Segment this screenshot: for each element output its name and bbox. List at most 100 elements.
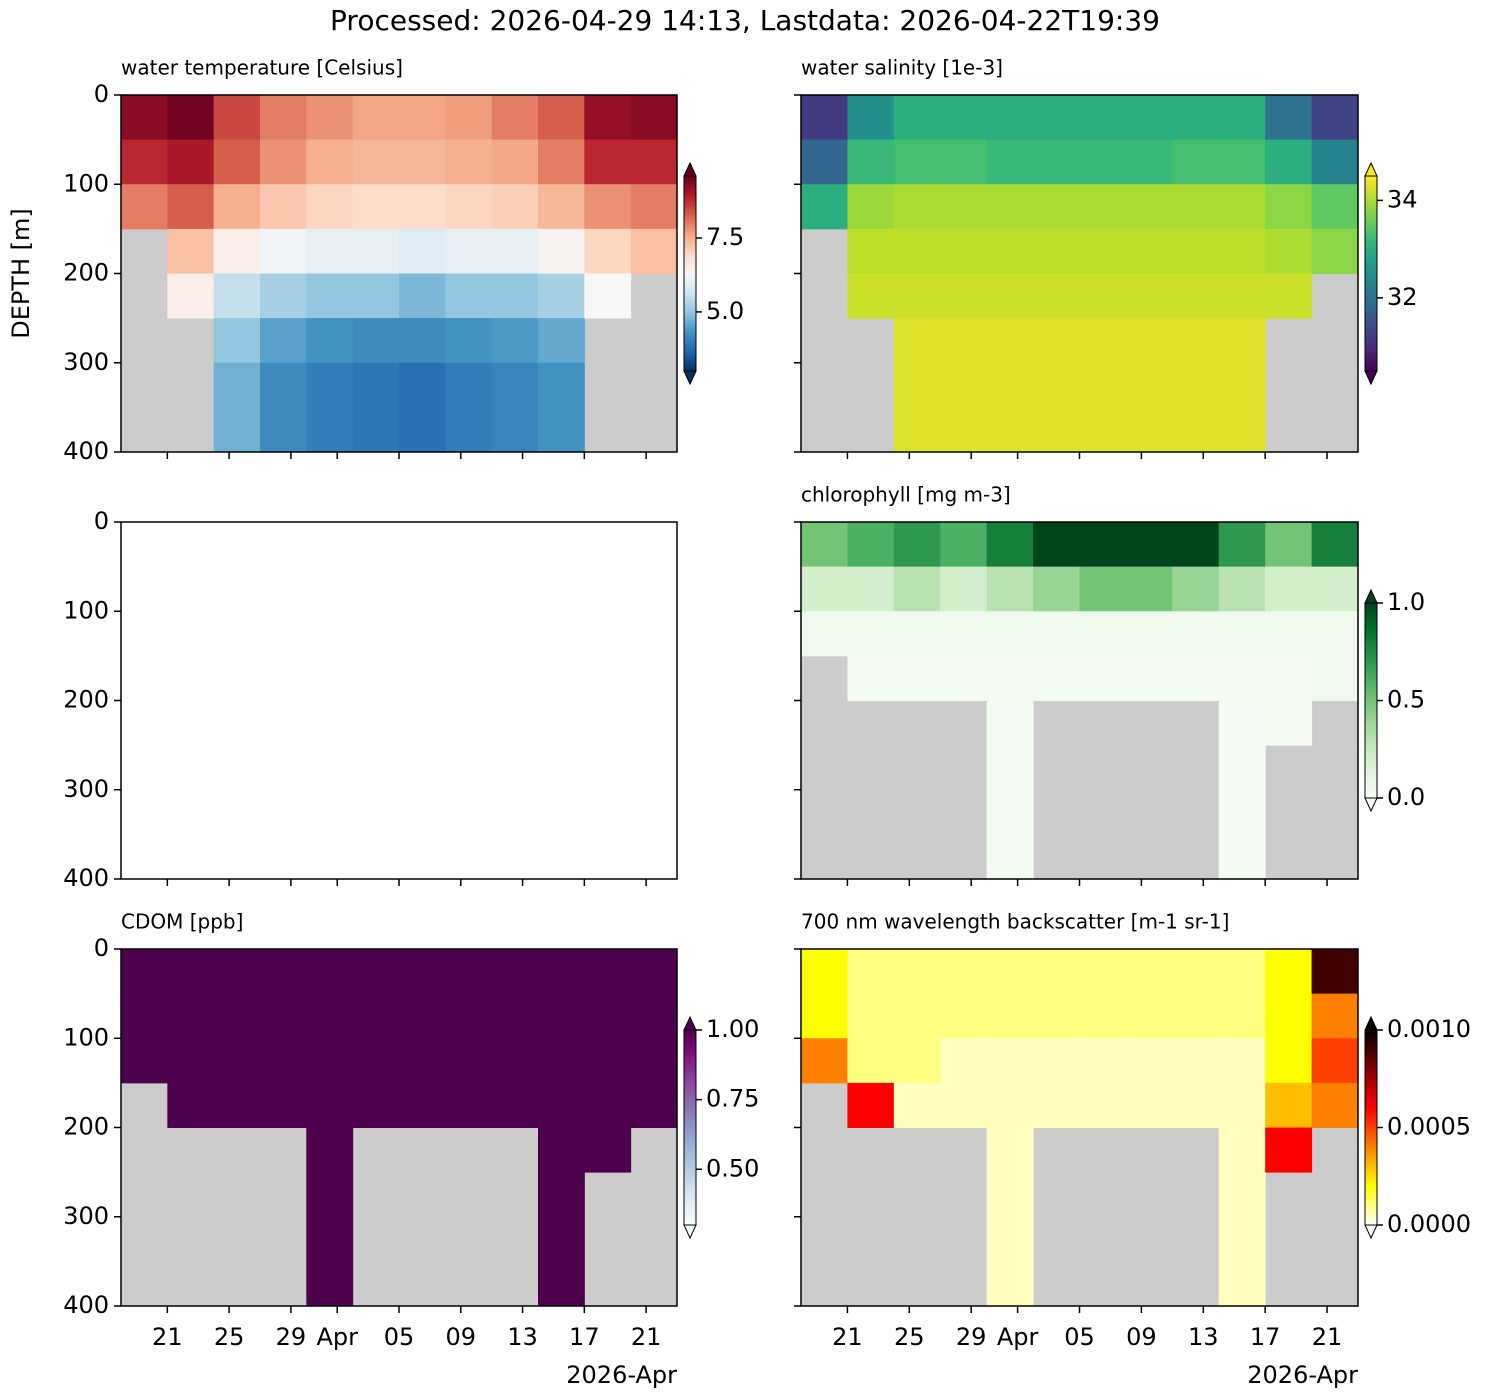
heatmap-cell bbox=[1265, 184, 1313, 230]
heatmap-cell bbox=[1125, 993, 1173, 1039]
colorbar-extend-min bbox=[1364, 797, 1378, 813]
heatmap-cell bbox=[491, 993, 539, 1039]
heatmap-cell bbox=[352, 95, 400, 141]
heatmap-cell bbox=[847, 139, 895, 185]
heatmap-cell bbox=[121, 184, 168, 230]
axes-frame bbox=[120, 521, 678, 880]
x-tick-label: 25 bbox=[894, 1323, 925, 1351]
heatmap-cell bbox=[630, 1082, 678, 1128]
heatmap-cell bbox=[167, 184, 215, 230]
heatmap-cell bbox=[847, 611, 895, 657]
heatmap-cell bbox=[306, 993, 354, 1039]
y-tick-label: 0 bbox=[94, 507, 109, 535]
heatmap-cell bbox=[538, 1082, 585, 1128]
heatmap-cell bbox=[260, 949, 307, 995]
heatmap-cell bbox=[306, 1216, 354, 1307]
heatmap-cell bbox=[847, 655, 895, 701]
heatmap-cell bbox=[1265, 1038, 1313, 1084]
heatmap-cell bbox=[399, 273, 446, 319]
heatmap-cell bbox=[1172, 139, 1220, 185]
heatmap-cell bbox=[630, 1038, 678, 1084]
heatmap-cell bbox=[986, 184, 1034, 230]
x-tick-label: Apr bbox=[316, 1323, 358, 1351]
colorbar-tick-label: 1.00 bbox=[706, 1015, 759, 1043]
heatmap-cell bbox=[491, 1082, 539, 1128]
panel-title: chlorophyll [mg m-3] bbox=[801, 483, 1011, 507]
heatmap-cell bbox=[213, 184, 261, 230]
heatmap-cell bbox=[1172, 228, 1220, 274]
heatmap-cell bbox=[940, 949, 988, 995]
heatmap-cell bbox=[893, 1082, 941, 1128]
heatmap-cell bbox=[538, 1172, 585, 1218]
heatmap-cell bbox=[1125, 1082, 1173, 1128]
heatmap-cell bbox=[1172, 95, 1220, 141]
heatmap-cell bbox=[986, 700, 1034, 746]
heatmap-cell bbox=[1172, 362, 1220, 453]
heatmap-cell bbox=[893, 655, 941, 701]
heatmap-cell bbox=[213, 318, 261, 364]
heatmap-cell bbox=[940, 139, 988, 185]
heatmap-cell bbox=[1125, 362, 1173, 453]
heatmap-cell bbox=[1311, 993, 1359, 1039]
heatmap-cell bbox=[352, 362, 400, 453]
heatmap-cell bbox=[986, 1082, 1034, 1128]
heatmap-cell bbox=[986, 611, 1034, 657]
heatmap-cell bbox=[399, 318, 446, 364]
colorbar-extend-max bbox=[683, 1015, 697, 1031]
heatmap-cell bbox=[801, 611, 848, 657]
heatmap-cell bbox=[445, 228, 493, 274]
heatmap-cell bbox=[399, 228, 446, 274]
heatmap-cell bbox=[538, 362, 585, 453]
y-tick-label: 300 bbox=[63, 348, 109, 376]
heatmap-cell bbox=[584, 95, 632, 141]
y-tick-label: 400 bbox=[63, 437, 109, 465]
colorbar-extend-min bbox=[1364, 370, 1378, 386]
heatmap-cell bbox=[306, 273, 354, 319]
colorbar-extend-min bbox=[683, 1224, 697, 1240]
heatmap-cell bbox=[538, 949, 585, 995]
y-tick-label: 300 bbox=[63, 775, 109, 803]
heatmap-cell bbox=[1218, 993, 1266, 1039]
heatmap-cell bbox=[1033, 318, 1080, 364]
colorbar bbox=[1365, 1030, 1377, 1225]
heatmap-cell bbox=[538, 1038, 585, 1084]
x-tick-label: 13 bbox=[507, 1323, 538, 1351]
heatmap-cell bbox=[940, 95, 988, 141]
heatmap-cell bbox=[893, 566, 941, 612]
heatmap-cell bbox=[1079, 184, 1127, 230]
heatmap-cell bbox=[1079, 993, 1127, 1039]
x-tick-label: Apr bbox=[997, 1323, 1039, 1351]
heatmap-cell bbox=[306, 318, 354, 364]
heatmap-cell bbox=[1218, 566, 1266, 612]
heatmap-cell bbox=[1033, 139, 1080, 185]
heatmap-cell bbox=[1218, 318, 1266, 364]
colorbar-tick-label: 0.0005 bbox=[1387, 1113, 1471, 1141]
heatmap-cell bbox=[986, 949, 1034, 995]
heatmap-cell bbox=[306, 184, 354, 230]
colorbar-frame bbox=[1364, 175, 1378, 372]
heatmap-cell bbox=[538, 1127, 585, 1173]
heatmap-cell bbox=[1218, 1216, 1266, 1307]
heatmap-cell bbox=[940, 522, 988, 568]
x-tick-label: 13 bbox=[1188, 1323, 1219, 1351]
heatmap-cell bbox=[260, 993, 307, 1039]
heatmap-cell bbox=[630, 949, 678, 995]
heatmap-cell bbox=[1079, 1038, 1127, 1084]
heatmap-cell bbox=[940, 362, 988, 453]
heatmap-cell bbox=[1218, 700, 1266, 746]
heatmap-cell bbox=[1125, 95, 1173, 141]
heatmap-cell bbox=[986, 1127, 1034, 1173]
heatmap-cell bbox=[1079, 139, 1127, 185]
heatmap-cell bbox=[1125, 184, 1173, 230]
heatmap-cell bbox=[940, 318, 988, 364]
heatmap-cell bbox=[1265, 522, 1313, 568]
heatmap-cell bbox=[352, 1082, 400, 1128]
heatmap-cell bbox=[1033, 184, 1080, 230]
heatmap-cell bbox=[1125, 318, 1173, 364]
heatmap-cell bbox=[213, 95, 261, 141]
heatmap-cell bbox=[1311, 1038, 1359, 1084]
heatmap-cell bbox=[1125, 273, 1173, 319]
heatmap-cell bbox=[491, 228, 539, 274]
heatmap-cell bbox=[306, 1082, 354, 1128]
heatmap-cell bbox=[1218, 139, 1266, 185]
